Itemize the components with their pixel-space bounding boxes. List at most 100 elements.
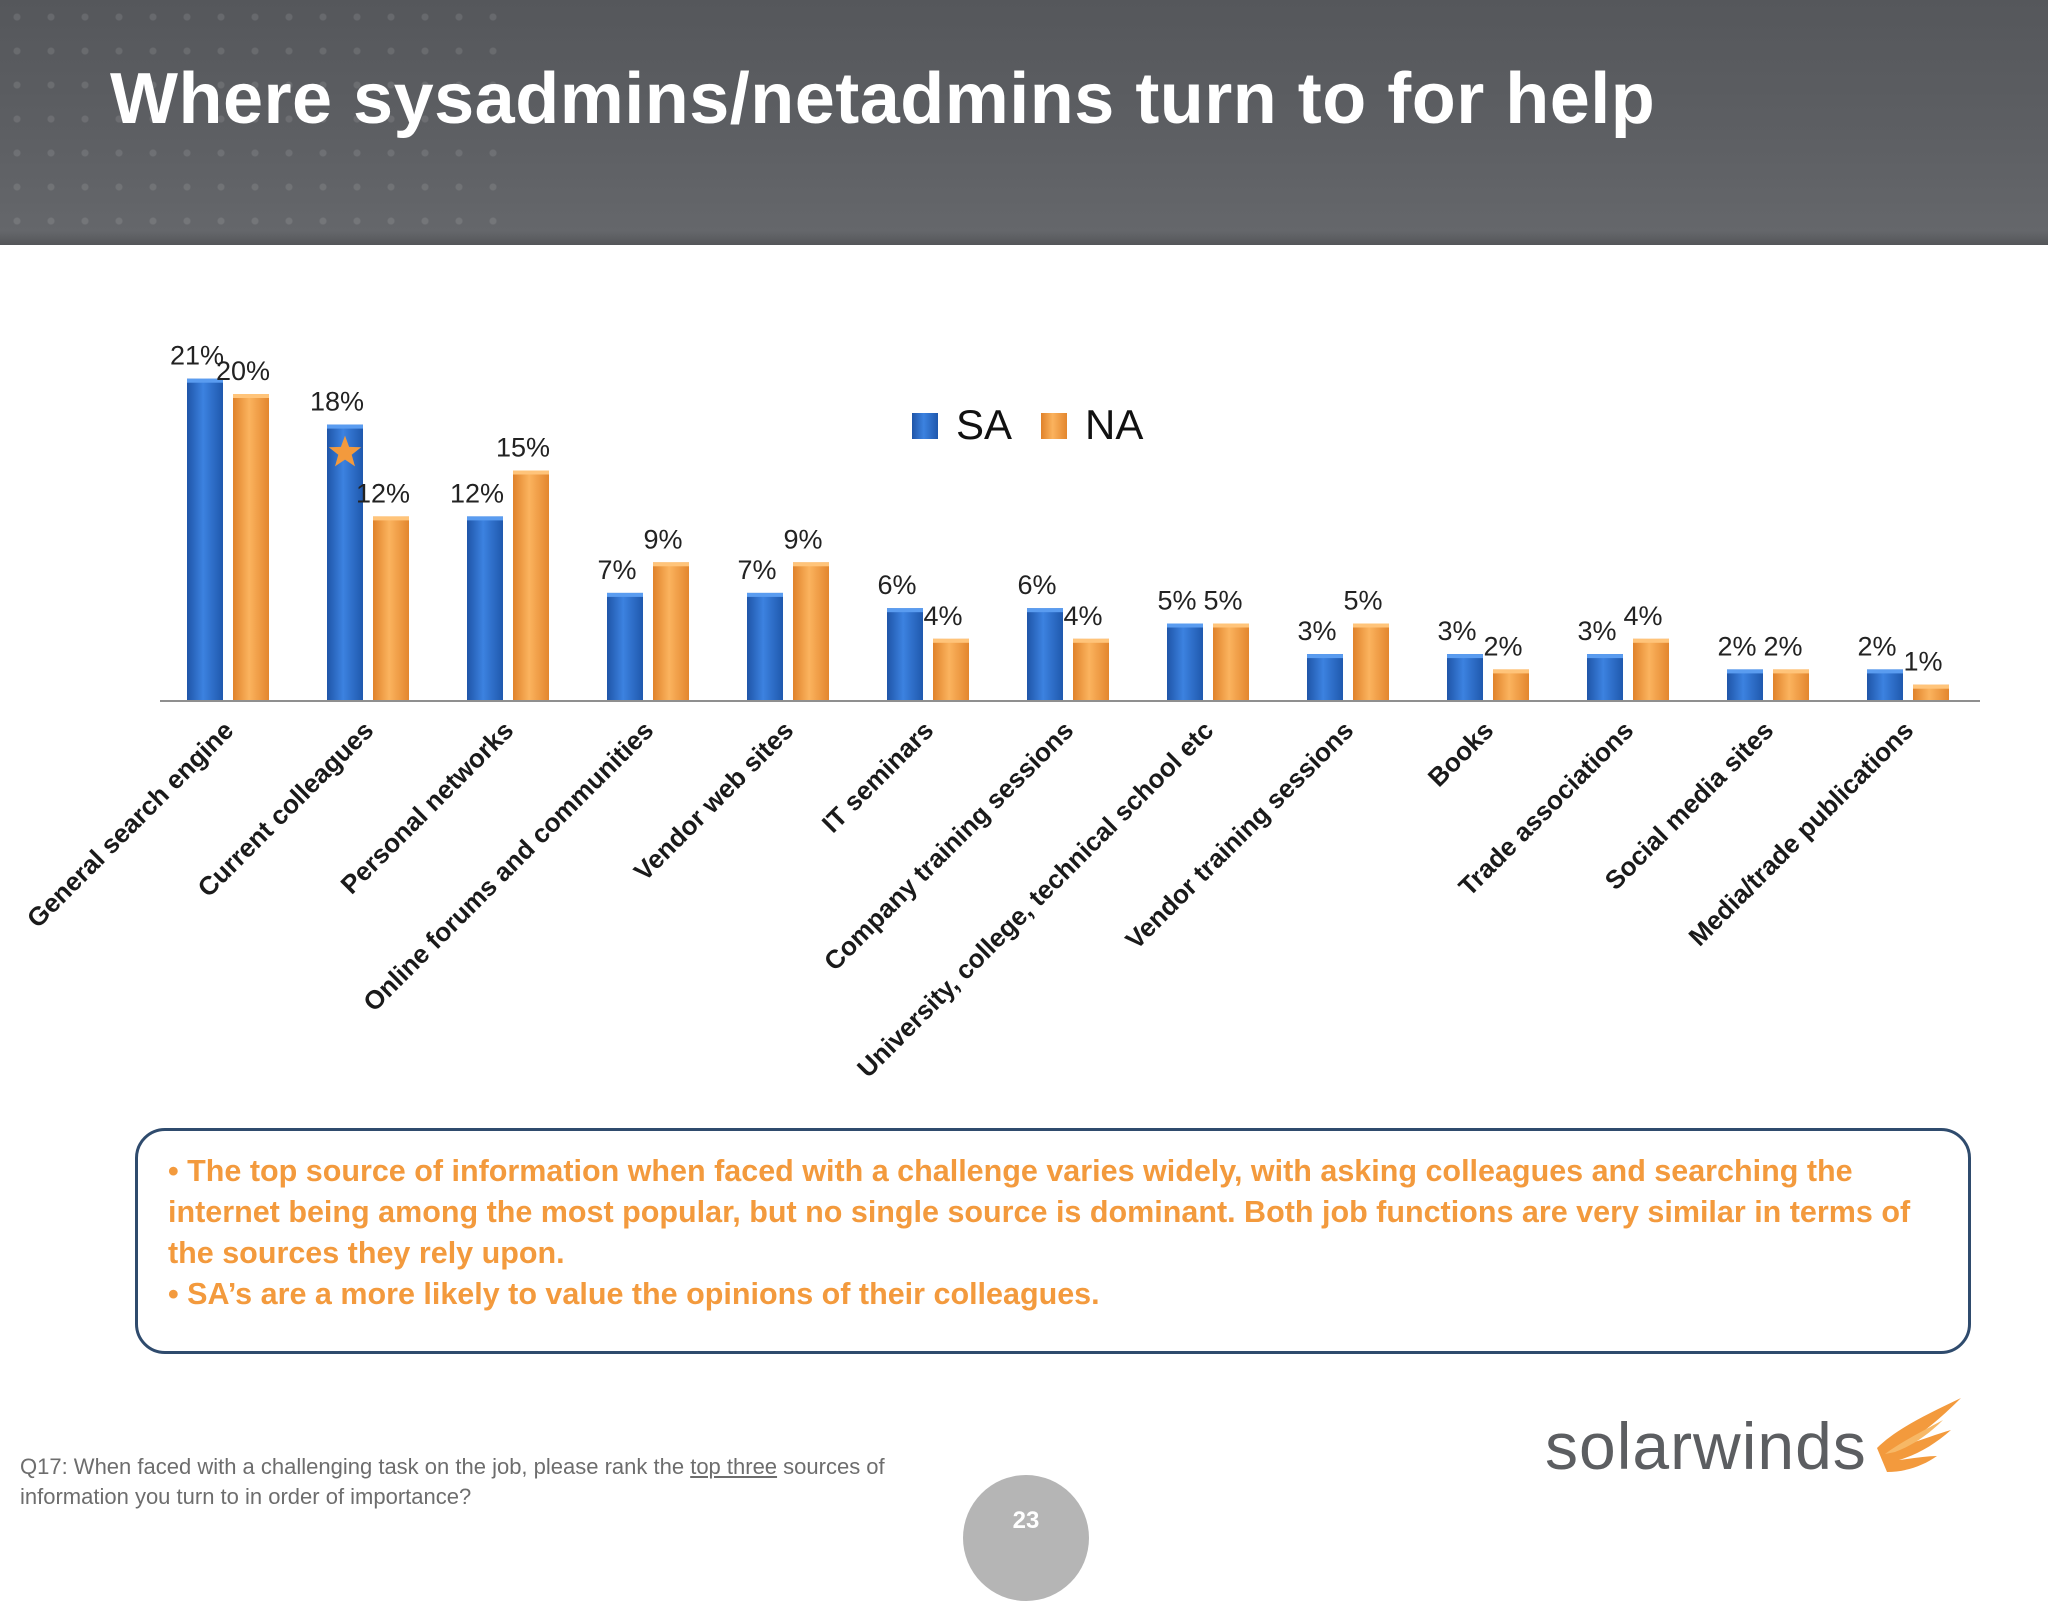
- bar-cap-na-6: [1073, 638, 1109, 643]
- data-label-sa-8: 3%: [1297, 616, 1336, 646]
- category-label-8: Vendor training sessions: [1119, 715, 1359, 955]
- bar-cap-na-8: [1353, 623, 1389, 628]
- category-label-5: IT seminars: [816, 715, 939, 838]
- data-label-na-3: 9%: [643, 524, 682, 554]
- data-label-sa-9: 3%: [1437, 616, 1476, 646]
- footnote-text-start: Q17: When faced with a challenging task …: [20, 1454, 691, 1479]
- bar-na-5: [933, 638, 969, 700]
- bar-sa-5: [887, 608, 923, 700]
- category-label-9: Books: [1422, 715, 1499, 792]
- bar-cap-na-11: [1773, 669, 1809, 674]
- bar-cap-na-1: [373, 516, 409, 521]
- bar-cap-sa-2: [467, 516, 503, 521]
- bar-cap-sa-6: [1027, 608, 1063, 613]
- page-number: 23: [963, 1475, 1089, 1601]
- bar-cap-na-4: [793, 562, 829, 567]
- legend-label-na: NA: [1085, 401, 1143, 448]
- data-label-sa-12: 2%: [1857, 631, 1896, 661]
- bar-cap-na-10: [1633, 638, 1669, 643]
- bar-cap-sa-7: [1167, 623, 1203, 628]
- data-label-na-10: 4%: [1623, 601, 1662, 631]
- data-label-sa-2: 12%: [450, 478, 504, 508]
- data-label-na-8: 5%: [1343, 586, 1382, 616]
- data-label-na-2: 15%: [496, 433, 550, 463]
- footnote-underlined: top three: [690, 1454, 778, 1479]
- bar-na-8: [1353, 623, 1389, 700]
- bar-na-9: [1493, 669, 1529, 700]
- data-label-sa-3: 7%: [597, 555, 636, 585]
- data-label-na-6: 4%: [1063, 601, 1102, 631]
- solarwinds-logo: solarwinds: [1545, 1390, 1965, 1500]
- bar-chart: 21%20%18%12% 12%15%7%9%7%9%6%4%6%4%5% 5%3%…: [21, 341, 1980, 1083]
- legend-swatch-sa: [912, 413, 938, 439]
- bar-sa-8: [1307, 654, 1343, 700]
- bar-na-1: [373, 516, 409, 700]
- bar-sa-1: [327, 424, 363, 700]
- bar-cap-na-9: [1493, 669, 1529, 674]
- star-icon: [328, 435, 362, 467]
- data-label-na-5: 4%: [923, 601, 962, 631]
- bar-cap-sa-4: [747, 592, 783, 597]
- bar-cap-na-2: [513, 470, 549, 475]
- category-label-6: Company training sessions: [818, 715, 1079, 976]
- data-label-na-7: 5%: [1203, 586, 1242, 616]
- logo-text: solarwinds: [1545, 1409, 1867, 1483]
- bar-cap-sa-1: [327, 424, 363, 429]
- bar-na-11: [1773, 669, 1809, 700]
- bar-sa-11: [1727, 669, 1763, 700]
- bar-sa-4: [747, 592, 783, 700]
- bar-na-0: [233, 394, 269, 700]
- bar-cap-na-3: [653, 562, 689, 567]
- data-label-sa-5: 6%: [877, 570, 916, 600]
- category-label-12: Media/trade publications: [1682, 715, 1919, 952]
- bar-cap-na-5: [933, 638, 969, 643]
- survey-question-footnote: Q17: When faced with a challenging task …: [20, 1452, 980, 1512]
- finding-bullet-2: • SA’s are a more likely to value the op…: [168, 1277, 1100, 1311]
- page-title: Where sysadmins/netadmins turn to for he…: [110, 59, 1656, 139]
- bar-sa-7: [1167, 623, 1203, 700]
- data-label-na-12: 1%: [1903, 647, 1942, 677]
- bar-na-2: [513, 470, 549, 700]
- data-label-sa-6: 6%: [1017, 570, 1056, 600]
- legend-label-sa: SA: [956, 401, 1012, 448]
- bar-cap-sa-10: [1587, 654, 1623, 659]
- bar-na-7: [1213, 623, 1249, 700]
- slide-header: Where sysadmins/netadmins turn to for he…: [0, 0, 2048, 245]
- bar-cap-sa-0: [187, 378, 223, 383]
- bar-sa-10: [1587, 654, 1623, 700]
- data-label-sa-7: 5%: [1157, 586, 1196, 616]
- bar-sa-9: [1447, 654, 1483, 700]
- data-label-sa-11: 2%: [1717, 631, 1756, 661]
- data-label-na-1: 12%: [356, 478, 410, 508]
- data-label-na-0: 20%: [216, 356, 270, 386]
- data-label-na-4: 9%: [783, 524, 822, 554]
- bar-cap-na-12: [1913, 684, 1949, 689]
- flame-icon: [1877, 1398, 1961, 1472]
- bar-sa-0: [187, 378, 223, 700]
- legend-swatch-na: [1041, 413, 1067, 439]
- finding-bullet-1: • The top source of information when fac…: [168, 1154, 1911, 1270]
- data-label-sa-4: 7%: [737, 555, 776, 585]
- bar-na-3: [653, 562, 689, 700]
- bar-cap-na-0: [233, 394, 269, 398]
- bar-na-6: [1073, 638, 1109, 700]
- bar-cap-na-7: [1213, 623, 1249, 628]
- bar-na-4: [793, 562, 829, 700]
- data-label-sa-10: 3%: [1577, 616, 1616, 646]
- bar-na-10: [1633, 638, 1669, 700]
- data-label-na-9: 2%: [1483, 631, 1522, 661]
- bar-cap-sa-9: [1447, 654, 1483, 659]
- bar-cap-sa-5: [887, 608, 923, 613]
- bar-cap-sa-3: [607, 592, 643, 597]
- bar-sa-2: [467, 516, 503, 700]
- category-label-0: General search engine: [21, 715, 239, 933]
- data-label-sa-0: 21%: [170, 341, 224, 371]
- bar-cap-sa-12: [1867, 669, 1903, 674]
- category-label-3: Online forums and communities: [357, 715, 659, 1017]
- bar-sa-6: [1027, 608, 1063, 700]
- bar-cap-sa-8: [1307, 654, 1343, 659]
- data-label-sa-1: 18%: [310, 387, 364, 417]
- bar-sa-3: [607, 592, 643, 700]
- footnote-text-end: sources of information you turn to in or…: [20, 1454, 885, 1509]
- key-findings-callout: • The top source of information when fac…: [135, 1128, 1971, 1354]
